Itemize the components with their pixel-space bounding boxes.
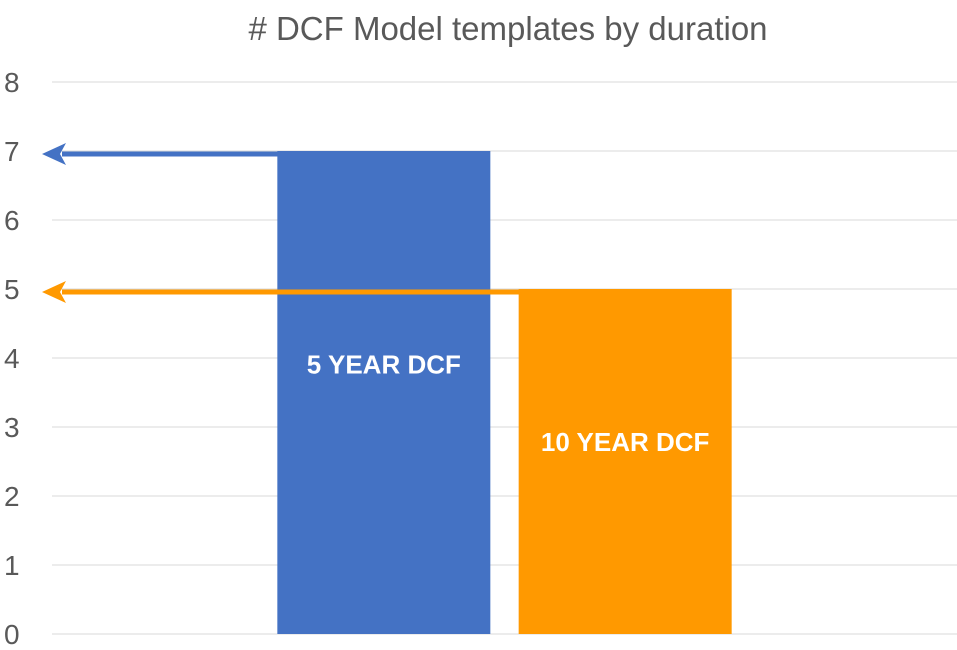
gridlines xyxy=(52,81,957,635)
arrow-shaft xyxy=(62,289,524,295)
arrow-head xyxy=(42,281,66,303)
arrow-shaft xyxy=(62,151,282,157)
y-tick-label: 3 xyxy=(4,412,20,443)
arrows xyxy=(42,143,524,303)
bar xyxy=(277,151,491,634)
bar-label: 10 YEAR DCF xyxy=(541,427,710,457)
y-tick-label: 4 xyxy=(4,343,20,374)
y-tick-label: 0 xyxy=(4,619,20,650)
y-tick-label: 1 xyxy=(4,550,20,581)
y-tick-label: 5 xyxy=(4,274,20,305)
bar-label: 5 YEAR DCF xyxy=(307,350,461,380)
chart-title: # DCF Model templates by duration xyxy=(248,10,767,47)
y-tick-label: 2 xyxy=(4,481,20,512)
y-tick-label: 7 xyxy=(4,136,20,167)
arrow-head xyxy=(42,143,66,165)
bars: 5 YEAR DCF 10 YEAR DCF xyxy=(277,151,732,634)
y-tick-label: 6 xyxy=(4,205,20,236)
bar xyxy=(518,289,732,634)
y-tick-label: 8 xyxy=(4,67,20,98)
y-axis-ticks: 0 1 2 3 4 5 6 7 8 xyxy=(4,67,20,650)
